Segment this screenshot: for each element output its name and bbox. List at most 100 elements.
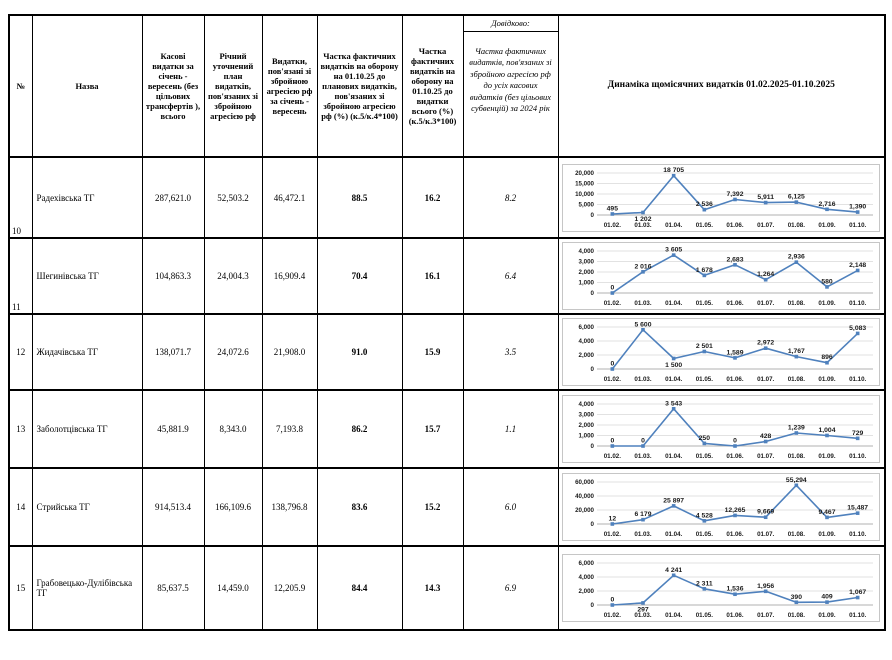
line-chart-svg: 0 2,000 4,000 6,000 01.02. 01.03. 01.04. 01.05.… xyxy=(579,321,874,383)
monthly-dynamics-chart: 0 2,000 4,000 6,000 01.02. 01.03. 01.04. 01.05.… xyxy=(562,554,881,622)
annual-plan-value: 14,459.0 xyxy=(203,545,263,631)
svg-text:1,004: 1,004 xyxy=(819,427,836,434)
svg-text:1,239: 1,239 xyxy=(788,424,805,431)
row-number: 10 xyxy=(8,156,33,239)
cash-expenditures-value: 45,881.9 xyxy=(141,389,205,469)
svg-text:2 311: 2 311 xyxy=(696,580,713,587)
table-row: 15 Грабовецько-Дулібівська ТГ 85,637.5 1… xyxy=(8,545,886,631)
svg-text:0: 0 xyxy=(591,366,595,373)
row-number: 13 xyxy=(8,389,33,469)
svg-text:01.02.: 01.02. xyxy=(604,300,621,307)
header-row: № Назва Касові видатки за січень - верес… xyxy=(8,14,886,158)
reference-share-value: 6.4 xyxy=(462,237,559,315)
svg-text:2,683: 2,683 xyxy=(727,256,744,263)
svg-text:250: 250 xyxy=(699,435,711,442)
svg-text:1,956: 1,956 xyxy=(757,583,774,590)
svg-text:15,000: 15,000 xyxy=(575,180,594,187)
community-name: Грабовецько-Дулібівська ТГ xyxy=(31,545,143,631)
community-name: Заболотцівська ТГ xyxy=(31,389,143,469)
svg-text:0: 0 xyxy=(591,602,595,609)
svg-text:390: 390 xyxy=(791,594,803,601)
reference-share-value: 6.0 xyxy=(462,467,559,547)
line-chart-svg: 0 20,000 40,000 60,000 01.02. 01.03. 01.04. 01.… xyxy=(575,477,874,538)
line-chart-svg: 0 1,000 2,000 3,000 4,000 01.02. 01.03. 01.04. 0… xyxy=(579,247,874,307)
svg-text:01.08.: 01.08. xyxy=(788,531,805,538)
svg-text:01.04.: 01.04. xyxy=(665,453,682,460)
share-of-plan-value: 86.2 xyxy=(316,389,403,469)
svg-text:01.09.: 01.09. xyxy=(819,453,836,460)
svg-text:01.02.: 01.02. xyxy=(604,531,621,538)
monthly-dynamics-chart: 0 1,000 2,000 3,000 4,000 01.02. 01.03. 01.04. 0… xyxy=(562,242,881,310)
svg-text:2 016: 2 016 xyxy=(635,263,652,270)
line-chart-svg: 0 5,000 10,000 15,000 20,000 01.02. 01.03. 01.0… xyxy=(575,167,874,229)
svg-text:10,000: 10,000 xyxy=(575,191,594,198)
reference-title: Довідково: xyxy=(464,16,557,33)
svg-text:55,294: 55,294 xyxy=(786,477,807,484)
svg-text:0: 0 xyxy=(641,438,645,445)
svg-text:01.06.: 01.06. xyxy=(727,612,744,619)
svg-text:20,000: 20,000 xyxy=(575,507,594,514)
table-row: 10 Радехівська ТГ 287,621.0 52,503.2 46,… xyxy=(8,156,886,239)
svg-text:01.03.: 01.03. xyxy=(635,300,652,307)
svg-text:409: 409 xyxy=(822,594,834,601)
table-body: 10 Радехівська ТГ 287,621.0 52,503.2 46,… xyxy=(8,156,886,631)
svg-text:25 897: 25 897 xyxy=(664,497,685,504)
svg-text:6,125: 6,125 xyxy=(788,193,805,200)
svg-text:01.05.: 01.05. xyxy=(696,222,713,229)
svg-text:1,589: 1,589 xyxy=(727,349,744,356)
share-of-total-value: 15.9 xyxy=(401,313,464,391)
share-of-total-value: 16.2 xyxy=(401,156,464,239)
svg-text:01.03.: 01.03. xyxy=(635,222,652,229)
svg-text:0: 0 xyxy=(591,521,595,528)
table-row: 11 Шегинівська ТГ 104,863.3 24,004.3 16,… xyxy=(8,237,886,315)
svg-text:3,000: 3,000 xyxy=(579,412,595,419)
table-row: 14 Стрийська ТГ 914,513.4 166,109.6 138,… xyxy=(8,467,886,547)
svg-text:01.06.: 01.06. xyxy=(727,222,744,229)
svg-text:0: 0 xyxy=(611,597,615,604)
svg-text:1,767: 1,767 xyxy=(788,348,805,355)
svg-text:2,972: 2,972 xyxy=(757,340,774,347)
dynamics-chart-cell: 0 5,000 10,000 15,000 20,000 01.02. 01.03. 01.0… xyxy=(557,156,886,239)
cash-expenditures-value: 85,637.5 xyxy=(141,545,205,631)
svg-text:1,000: 1,000 xyxy=(579,433,595,440)
row-number: 15 xyxy=(8,545,33,631)
war-expenditures-value: 138,796.8 xyxy=(261,467,318,547)
svg-text:01.10.: 01.10. xyxy=(849,453,866,460)
svg-text:01.08.: 01.08. xyxy=(788,222,805,229)
col-header-share-total: Частка фактичних видатків на оборону на … xyxy=(401,14,464,158)
svg-text:01.04.: 01.04. xyxy=(665,376,682,383)
svg-text:01.05.: 01.05. xyxy=(696,376,713,383)
monthly-dynamics-chart: 0 5,000 10,000 15,000 20,000 01.02. 01.03. 01.0… xyxy=(562,163,881,232)
svg-text:01.07.: 01.07. xyxy=(757,531,774,538)
svg-text:2,148: 2,148 xyxy=(849,262,866,269)
svg-text:4 241: 4 241 xyxy=(665,567,682,574)
svg-text:4,000: 4,000 xyxy=(579,401,595,408)
svg-text:01.04.: 01.04. xyxy=(665,300,682,307)
svg-text:6,000: 6,000 xyxy=(579,324,595,331)
svg-text:0: 0 xyxy=(611,285,615,292)
table-row: 13 Заболотцівська ТГ 45,881.9 8,343.0 7,… xyxy=(8,389,886,469)
row-number: 11 xyxy=(8,237,33,315)
svg-text:428: 428 xyxy=(760,433,772,440)
svg-text:896: 896 xyxy=(822,354,834,361)
community-name: Стрийська ТГ xyxy=(31,467,143,547)
svg-text:01.07.: 01.07. xyxy=(757,453,774,460)
svg-text:01.08.: 01.08. xyxy=(788,612,805,619)
svg-text:01.02.: 01.02. xyxy=(604,222,621,229)
svg-text:0: 0 xyxy=(591,212,595,219)
svg-text:2,000: 2,000 xyxy=(579,588,595,595)
svg-text:01.10.: 01.10. xyxy=(849,531,866,538)
war-expenditures-value: 21,908.0 xyxy=(261,313,318,391)
svg-text:20,000: 20,000 xyxy=(575,170,594,177)
share-of-plan-value: 88.5 xyxy=(316,156,403,239)
svg-text:3,000: 3,000 xyxy=(579,259,595,266)
svg-text:01.04.: 01.04. xyxy=(665,531,682,538)
svg-text:01.07.: 01.07. xyxy=(757,222,774,229)
svg-text:1,536: 1,536 xyxy=(727,586,744,593)
svg-text:01.07.: 01.07. xyxy=(757,376,774,383)
reference-share-value: 8.2 xyxy=(462,156,559,239)
svg-text:1,390: 1,390 xyxy=(849,203,866,210)
dynamics-chart-cell: 0 20,000 40,000 60,000 01.02. 01.03. 01.04. 01.… xyxy=(557,467,886,547)
svg-text:01.09.: 01.09. xyxy=(819,222,836,229)
svg-text:01.03.: 01.03. xyxy=(635,376,652,383)
